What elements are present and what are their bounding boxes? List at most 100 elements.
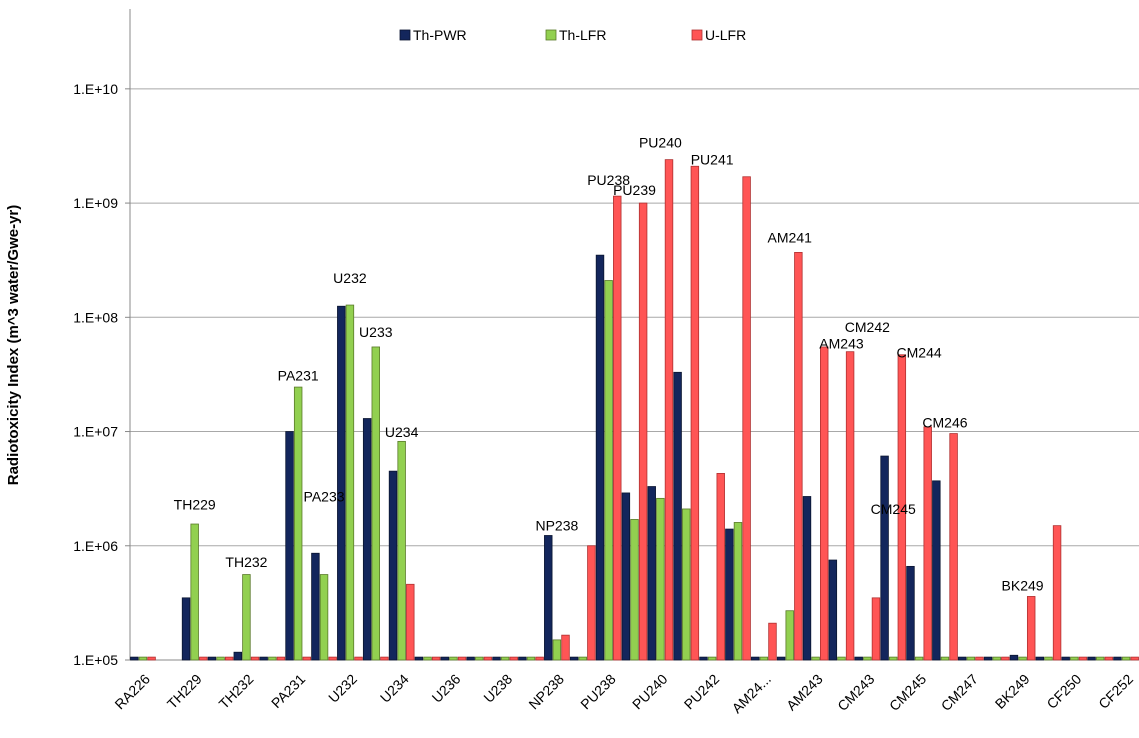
y-tick-label: 1.E+06 [73, 538, 118, 554]
legend-label: Th-LFR [559, 27, 606, 43]
bar [569, 656, 579, 661]
bar [388, 470, 398, 661]
bar [138, 656, 148, 661]
annotation: NP238 [535, 518, 578, 534]
bar [621, 492, 631, 661]
bar [535, 656, 544, 661]
bar [181, 597, 191, 661]
annotation: PU238 [587, 172, 630, 188]
bar [328, 656, 337, 661]
bar [768, 622, 777, 661]
bar [638, 202, 648, 661]
bar [1061, 656, 1070, 661]
bar [423, 656, 432, 661]
annotation: AM243 [819, 335, 864, 351]
x-tick-label: PU238 [577, 671, 619, 713]
bar [785, 610, 794, 661]
bar [906, 565, 915, 661]
bar [1095, 656, 1105, 661]
annotation: TH229 [174, 496, 216, 512]
bar [828, 559, 838, 661]
bar [975, 656, 984, 661]
x-tick-label: CF250 [1043, 671, 1084, 712]
annotation: AM241 [768, 229, 813, 245]
bar [699, 656, 708, 661]
legend-swatch [691, 29, 703, 41]
bar [733, 522, 743, 661]
bar [552, 639, 562, 661]
bar [440, 656, 449, 661]
annotation: PU240 [639, 134, 682, 150]
bar [561, 634, 570, 661]
bar [311, 552, 320, 661]
bar [1130, 656, 1139, 661]
bar [362, 418, 372, 661]
bar [742, 176, 751, 661]
bar [802, 496, 812, 661]
annotation: U232 [333, 270, 367, 286]
bar [1113, 656, 1122, 661]
bar [682, 508, 691, 661]
x-tick-label: U234 [377, 671, 412, 706]
bar [1018, 656, 1027, 661]
bar [406, 583, 415, 661]
bar [1087, 656, 1096, 661]
bar [207, 656, 217, 661]
bar [820, 346, 829, 661]
bar [268, 656, 277, 661]
x-tick-label: U238 [480, 671, 515, 706]
bar [837, 656, 846, 661]
bar [940, 656, 950, 661]
annotation: PA231 [278, 367, 319, 383]
y-tick-label: 1.E+08 [73, 309, 118, 325]
bar [1035, 656, 1045, 661]
bar [613, 195, 622, 661]
bar [380, 656, 389, 661]
bar [794, 252, 803, 661]
bar [811, 656, 820, 661]
bar [897, 354, 907, 661]
bar [319, 574, 329, 661]
bar [1009, 654, 1019, 661]
bar [1044, 656, 1053, 661]
bar [233, 651, 243, 661]
bar [983, 656, 993, 661]
bar [302, 656, 312, 661]
bar [923, 426, 932, 661]
bar [492, 656, 501, 661]
bar [500, 656, 510, 661]
bar [854, 656, 863, 661]
bar [889, 656, 898, 661]
annotation: BK249 [1002, 577, 1044, 593]
x-tick-label: PU240 [629, 671, 671, 713]
bar [1001, 656, 1010, 661]
annotation: CM246 [922, 414, 967, 430]
bar [595, 254, 605, 661]
bar [1121, 656, 1131, 661]
bar [354, 656, 363, 661]
bar [845, 351, 855, 661]
bar [509, 656, 518, 661]
bar [397, 440, 406, 661]
x-tick-label: TH229 [164, 671, 205, 712]
x-tick-label: U236 [429, 671, 464, 706]
x-tick-label: U232 [325, 671, 360, 706]
bar [224, 656, 234, 661]
bar [190, 523, 199, 661]
annotation: U234 [385, 424, 419, 440]
annotation: CM242 [845, 319, 890, 335]
annotation: CM244 [897, 345, 942, 361]
bar [673, 371, 682, 661]
x-tick-label: PU242 [681, 671, 723, 713]
bar [1070, 656, 1079, 661]
bar [863, 656, 872, 661]
bar [250, 656, 260, 661]
bar [587, 545, 596, 661]
bar [147, 656, 156, 661]
bar [285, 431, 294, 661]
bar [630, 519, 639, 661]
bar [664, 159, 674, 661]
bar [707, 656, 717, 661]
annotation: U233 [359, 324, 393, 340]
